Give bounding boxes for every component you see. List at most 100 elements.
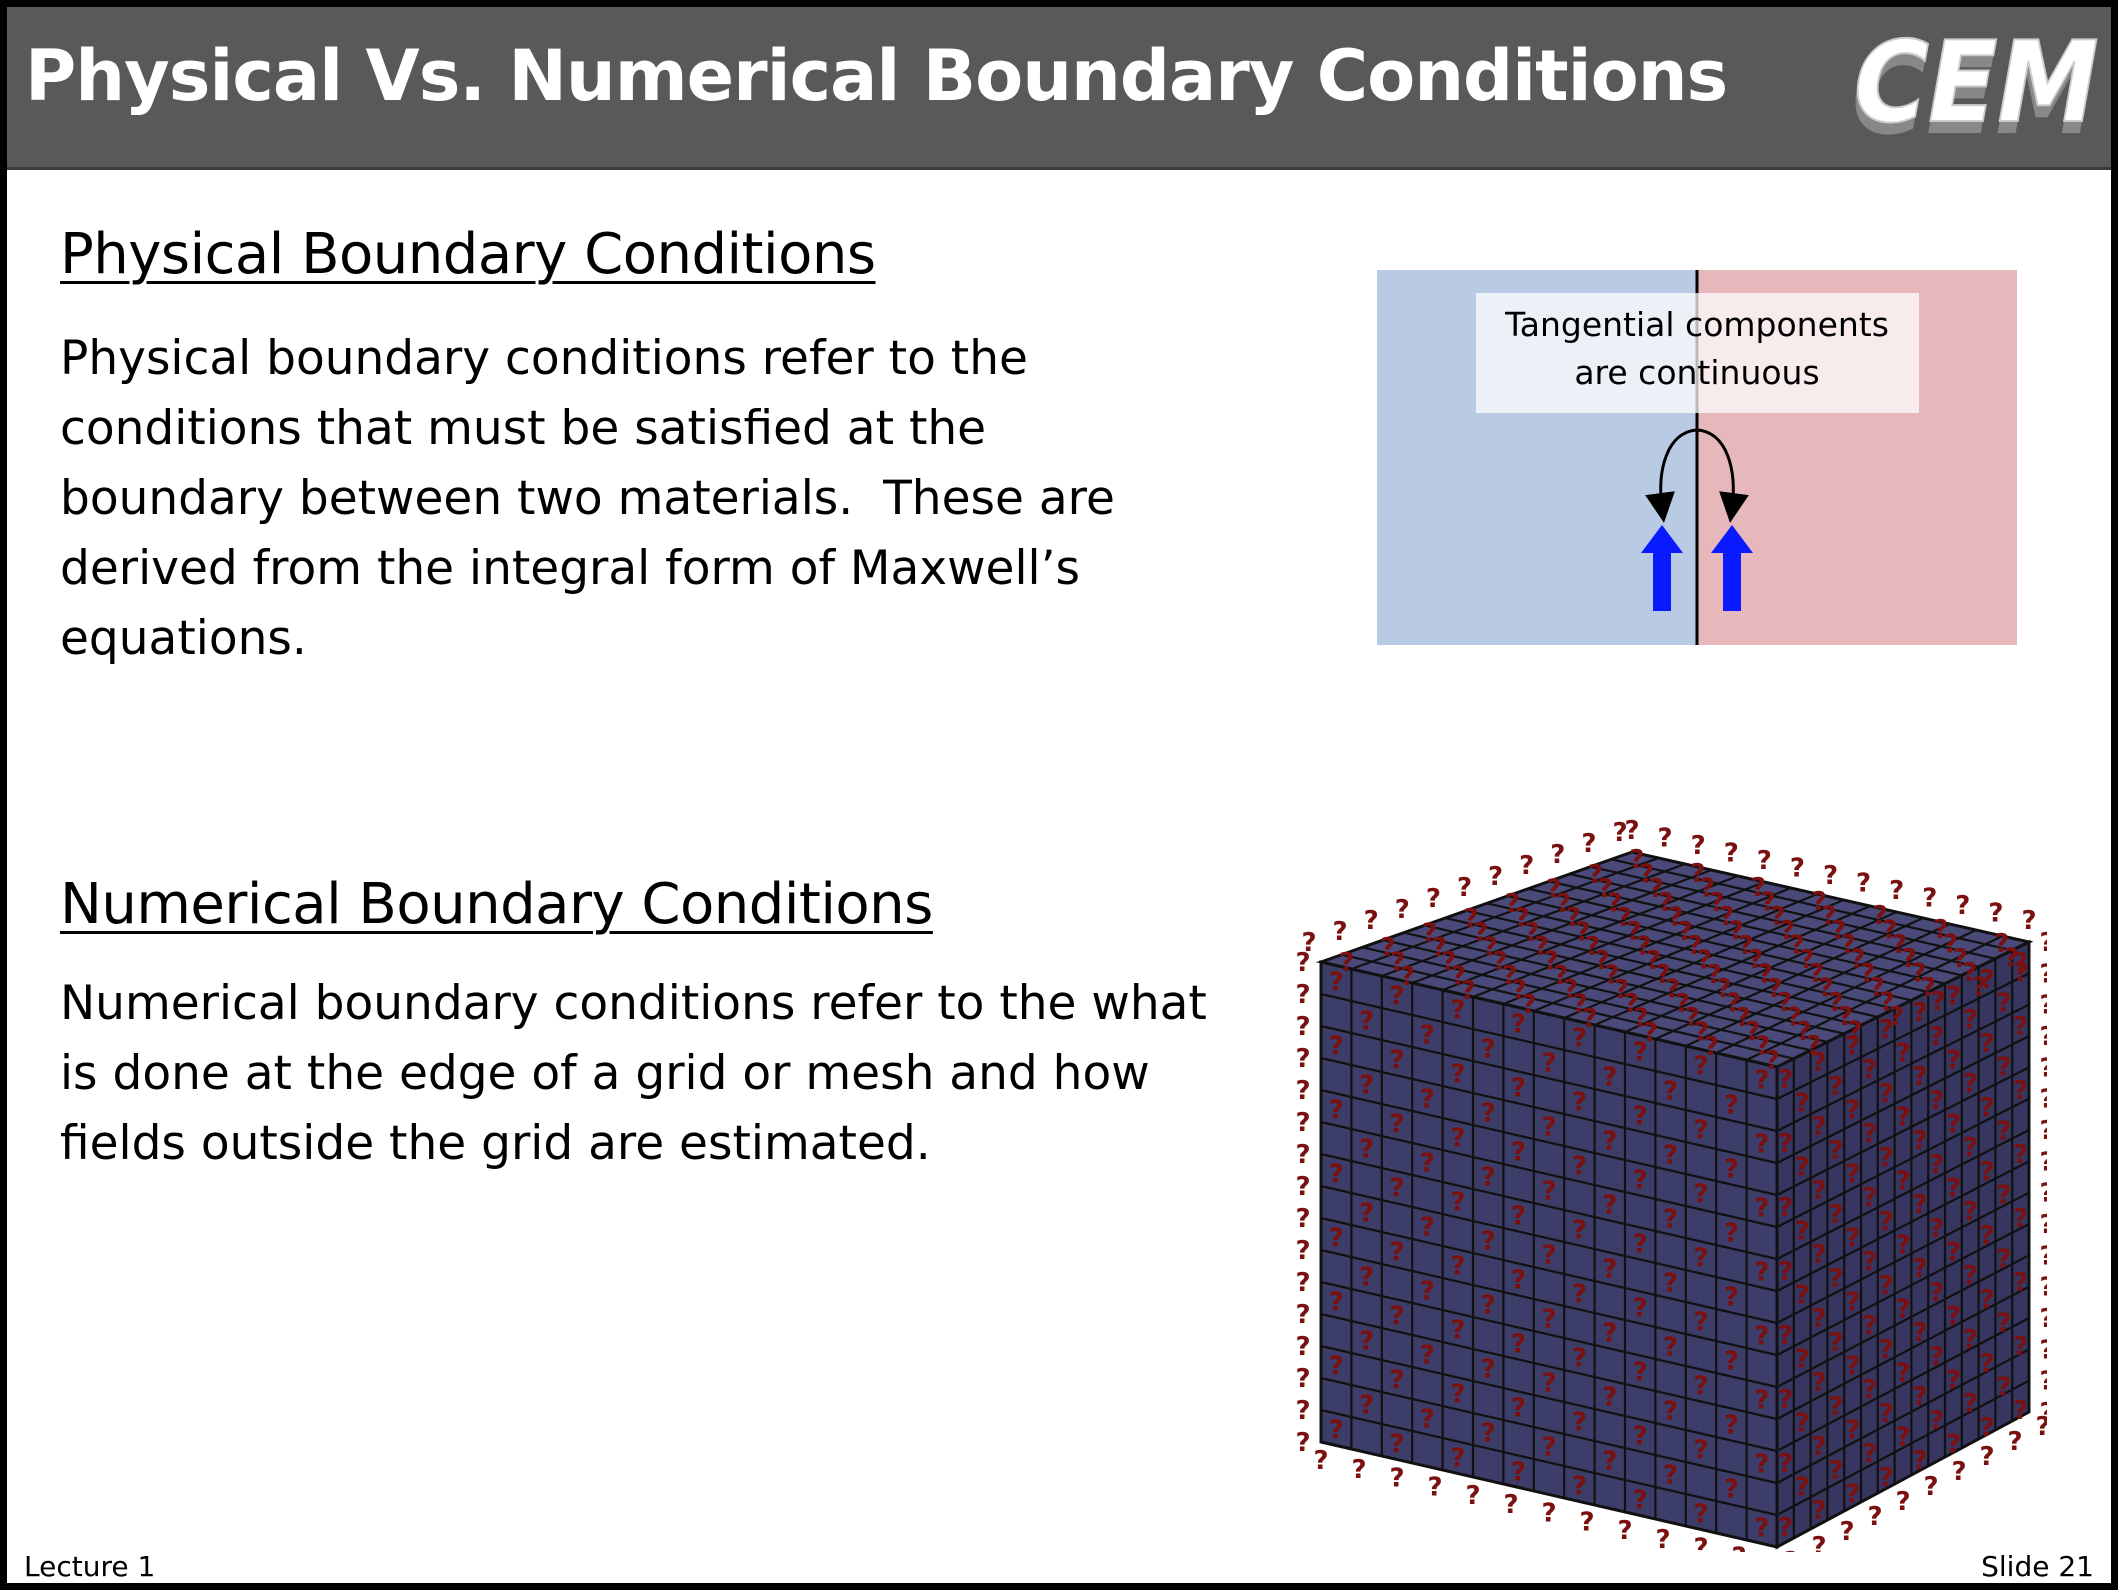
question-mark-marker: ?: [1693, 1052, 1708, 1082]
title-bar: Physical Vs. Numerical Boundary Conditio…: [7, 7, 2111, 170]
question-mark-marker: ?: [1953, 944, 1968, 974]
question-mark-marker: ?: [1579, 1507, 1594, 1537]
question-mark-marker: ?: [1572, 1472, 1587, 1502]
question-mark-marker: ?: [2007, 1427, 2022, 1457]
question-mark-marker: ?: [1724, 1091, 1739, 1121]
question-mark-marker: ?: [1420, 1021, 1435, 1051]
question-mark-marker: ?: [2039, 1116, 2047, 1146]
question-mark-marker: ?: [2039, 1210, 2047, 1240]
question-mark-marker: ?: [1795, 1217, 1810, 1247]
question-mark-marker: ?: [1811, 1432, 1826, 1462]
question-mark-marker: ?: [1879, 1015, 1894, 1045]
question-mark-marker: ?: [1633, 1422, 1648, 1452]
question-mark-marker: ?: [1946, 1430, 1961, 1460]
question-mark-marker: ?: [2039, 1022, 2047, 1052]
question-mark-marker: ?: [1359, 1007, 1374, 1037]
side-grid-line: [1776, 1317, 2030, 1452]
question-mark-marker: ?: [1879, 988, 1894, 1018]
question-mark-marker: ?: [1313, 1446, 1328, 1476]
question-mark-marker: ?: [1795, 1153, 1810, 1183]
question-mark-marker: ?: [1359, 1199, 1374, 1229]
question-mark-marker: ?: [1400, 962, 1415, 992]
question-mark-marker: ?: [1693, 1180, 1708, 1210]
question-mark-marker: ?: [1777, 988, 1792, 1018]
question-mark-marker: ?: [1612, 818, 1627, 848]
question-mark-marker: ?: [1778, 1065, 1793, 1095]
question-mark-marker: ?: [1719, 902, 1734, 932]
question-mark-marker: ?: [1930, 987, 1945, 1017]
question-mark-marker: ?: [1845, 1032, 1860, 1062]
question-mark-marker: ?: [1295, 1236, 1310, 1266]
question-mark-marker: ?: [1329, 968, 1344, 998]
question-mark-marker: ?: [1572, 1088, 1587, 1118]
question-mark-marker: ?: [1390, 948, 1405, 978]
question-mark-marker: ?: [1828, 1072, 1843, 1102]
question-mark-marker: ?: [1979, 1221, 1994, 1251]
question-mark-marker: ?: [1996, 1373, 2011, 1403]
question-mark-marker: ?: [1541, 1177, 1556, 1207]
question-mark-marker: ?: [1828, 1392, 1843, 1422]
question-mark-marker: ?: [1895, 1167, 1910, 1197]
question-mark-marker: ?: [2021, 906, 2036, 936]
question-mark-marker: ?: [1811, 1176, 1826, 1206]
top-grid-line: [1654, 916, 1924, 1041]
front-grid-line: [1320, 1248, 1778, 1357]
question-mark-marker: ?: [1389, 1238, 1404, 1268]
top-grid-line: [1382, 938, 1828, 1044]
question-mark-marker: ?: [1492, 947, 1507, 977]
question-mark-marker: ?: [1450, 1188, 1465, 1218]
question-mark-marker: ?: [1675, 989, 1690, 1019]
question-mark-marker: ?: [2013, 1332, 2028, 1362]
question-mark-marker: ?: [1879, 1143, 1894, 1173]
side-grid-line: [1776, 1035, 2030, 1164]
side-grid-line: [1776, 1379, 2030, 1516]
question-mark-marker: ?: [1450, 1252, 1465, 1282]
question-mark-marker: ?: [1901, 944, 1916, 974]
question-mark-marker: ?: [1761, 888, 1776, 918]
front-grid-line: [1320, 1024, 1778, 1133]
question-mark-marker: ?: [1828, 1136, 1843, 1166]
question-mark-marker: ?: [1724, 839, 1739, 869]
question-mark-marker: ?: [1602, 1383, 1617, 1413]
question-mark-marker: ?: [1550, 840, 1565, 870]
question-mark-marker: ?: [1845, 1480, 1860, 1510]
question-mark-marker: ?: [1757, 846, 1772, 876]
question-mark-marker: ?: [1663, 1077, 1678, 1107]
question-mark-marker: ?: [1582, 1004, 1597, 1034]
question-mark-marker: ?: [1795, 1345, 1810, 1375]
question-mark-marker: ?: [1465, 1481, 1480, 1511]
question-mark-marker: ?: [1862, 1183, 1877, 1213]
question-mark-marker: ?: [1441, 947, 1456, 977]
top-grid-line: [1746, 935, 2004, 1061]
question-mark-marker: ?: [1795, 1281, 1810, 1311]
question-mark-marker: ?: [1295, 948, 1310, 978]
question-mark-marker: ?: [1895, 1423, 1910, 1453]
question-mark-marker: ?: [1663, 1461, 1678, 1491]
question-mark-marker: ?: [1633, 1038, 1648, 1068]
question-mark-marker: ?: [1563, 975, 1578, 1005]
question-mark-marker: ?: [1996, 989, 2011, 1019]
question-mark-marker: ?: [1879, 1335, 1894, 1365]
question-mark-marker: ?: [1848, 1017, 1863, 1047]
question-mark-marker: ?: [1951, 1457, 1966, 1487]
top-grid-line: [1624, 910, 1898, 1034]
question-mark-marker: ?: [1912, 1318, 1927, 1348]
top-grid-line: [1445, 916, 1879, 1019]
question-mark-marker: ?: [1541, 1369, 1556, 1399]
slide-title: Physical Vs. Numerical Boundary Conditio…: [25, 35, 1728, 117]
question-mark-marker: ?: [1828, 1200, 1843, 1230]
question-mark-marker: ?: [1581, 829, 1596, 859]
question-mark-marker: ?: [1541, 1241, 1556, 1271]
question-mark-marker: ?: [1882, 916, 1897, 946]
question-mark-marker: ?: [1796, 1017, 1811, 1047]
question-mark-marker: ?: [1602, 1191, 1617, 1221]
question-mark-marker: ?: [1553, 961, 1568, 991]
question-mark-marker: ?: [1602, 1127, 1617, 1157]
top-grid-line: [1502, 886, 1792, 1006]
question-mark-marker: ?: [1329, 1096, 1344, 1126]
question-mark-marker: ?: [2039, 959, 2047, 989]
question-mark-marker: ?: [1481, 1355, 1496, 1385]
question-mark-marker: ?: [1862, 1247, 1877, 1277]
front-grid-line: [1320, 1312, 1778, 1421]
